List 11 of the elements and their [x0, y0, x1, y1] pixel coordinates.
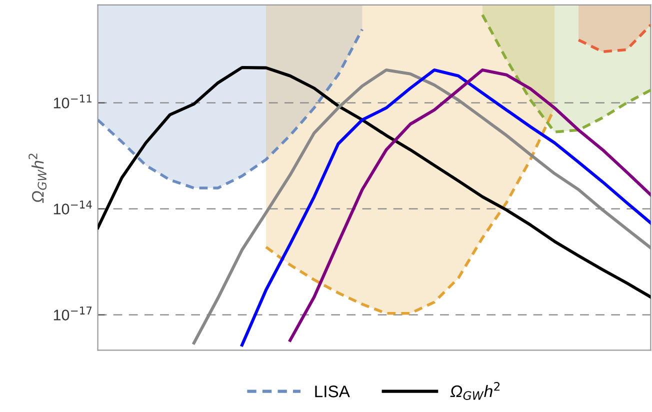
line-series	[481, 13, 651, 134]
line-series	[264, 106, 556, 315]
y-axis-title: Ω$_{GW}$h$^{2}$	[28, 154, 47, 203]
legend-label: LISA	[315, 386, 350, 398]
y-tick-label: 10$^{−14}$	[54, 200, 92, 214]
line-series	[98, 28, 364, 190]
legend-label: Ω$_{GW}$h$^{2}$	[450, 382, 500, 400]
y-tick-label: 10$^{−17}$	[54, 306, 92, 320]
y-tick-label: 10$^{−11}$	[54, 94, 92, 108]
line-series	[577, 24, 651, 54]
line-series	[98, 66, 651, 299]
